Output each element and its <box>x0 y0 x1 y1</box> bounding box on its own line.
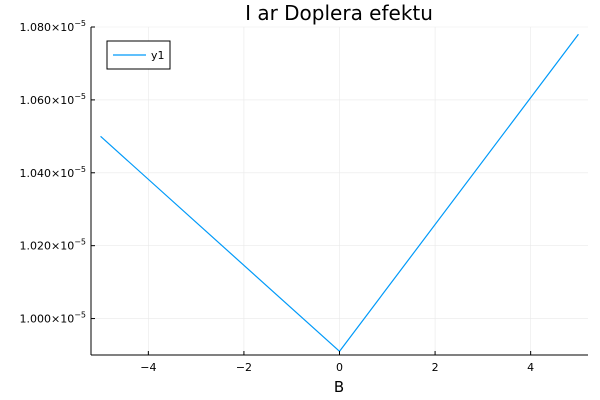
legend-label: y1 <box>151 49 165 62</box>
y-tick-label: 1.080×10−5 <box>19 19 86 34</box>
grid <box>91 26 588 355</box>
legend: y1 <box>106 40 171 70</box>
x-tick-label: −2 <box>236 361 252 374</box>
y-tick-label: 1.040×10−5 <box>19 165 86 180</box>
x-tick-label: 0 <box>336 361 343 374</box>
y-tick-label: 1.020×10−5 <box>19 238 86 253</box>
chart-title: I ar Doplera efektu <box>245 1 433 25</box>
x-ticks: −4 −2 0 2 4 <box>140 351 534 374</box>
x-tick-label: 4 <box>527 361 534 374</box>
x-tick-label: −4 <box>140 361 156 374</box>
y-tick-label: 1.060×10−5 <box>19 92 86 107</box>
x-tick-label: 2 <box>432 361 439 374</box>
y-ticks: 1.000×10−5 1.020×10−5 1.040×10−5 1.060×10−5… <box>19 19 95 326</box>
y-tick-label: 1.000×10−5 <box>19 311 86 326</box>
x-axis-label: B <box>334 378 344 396</box>
